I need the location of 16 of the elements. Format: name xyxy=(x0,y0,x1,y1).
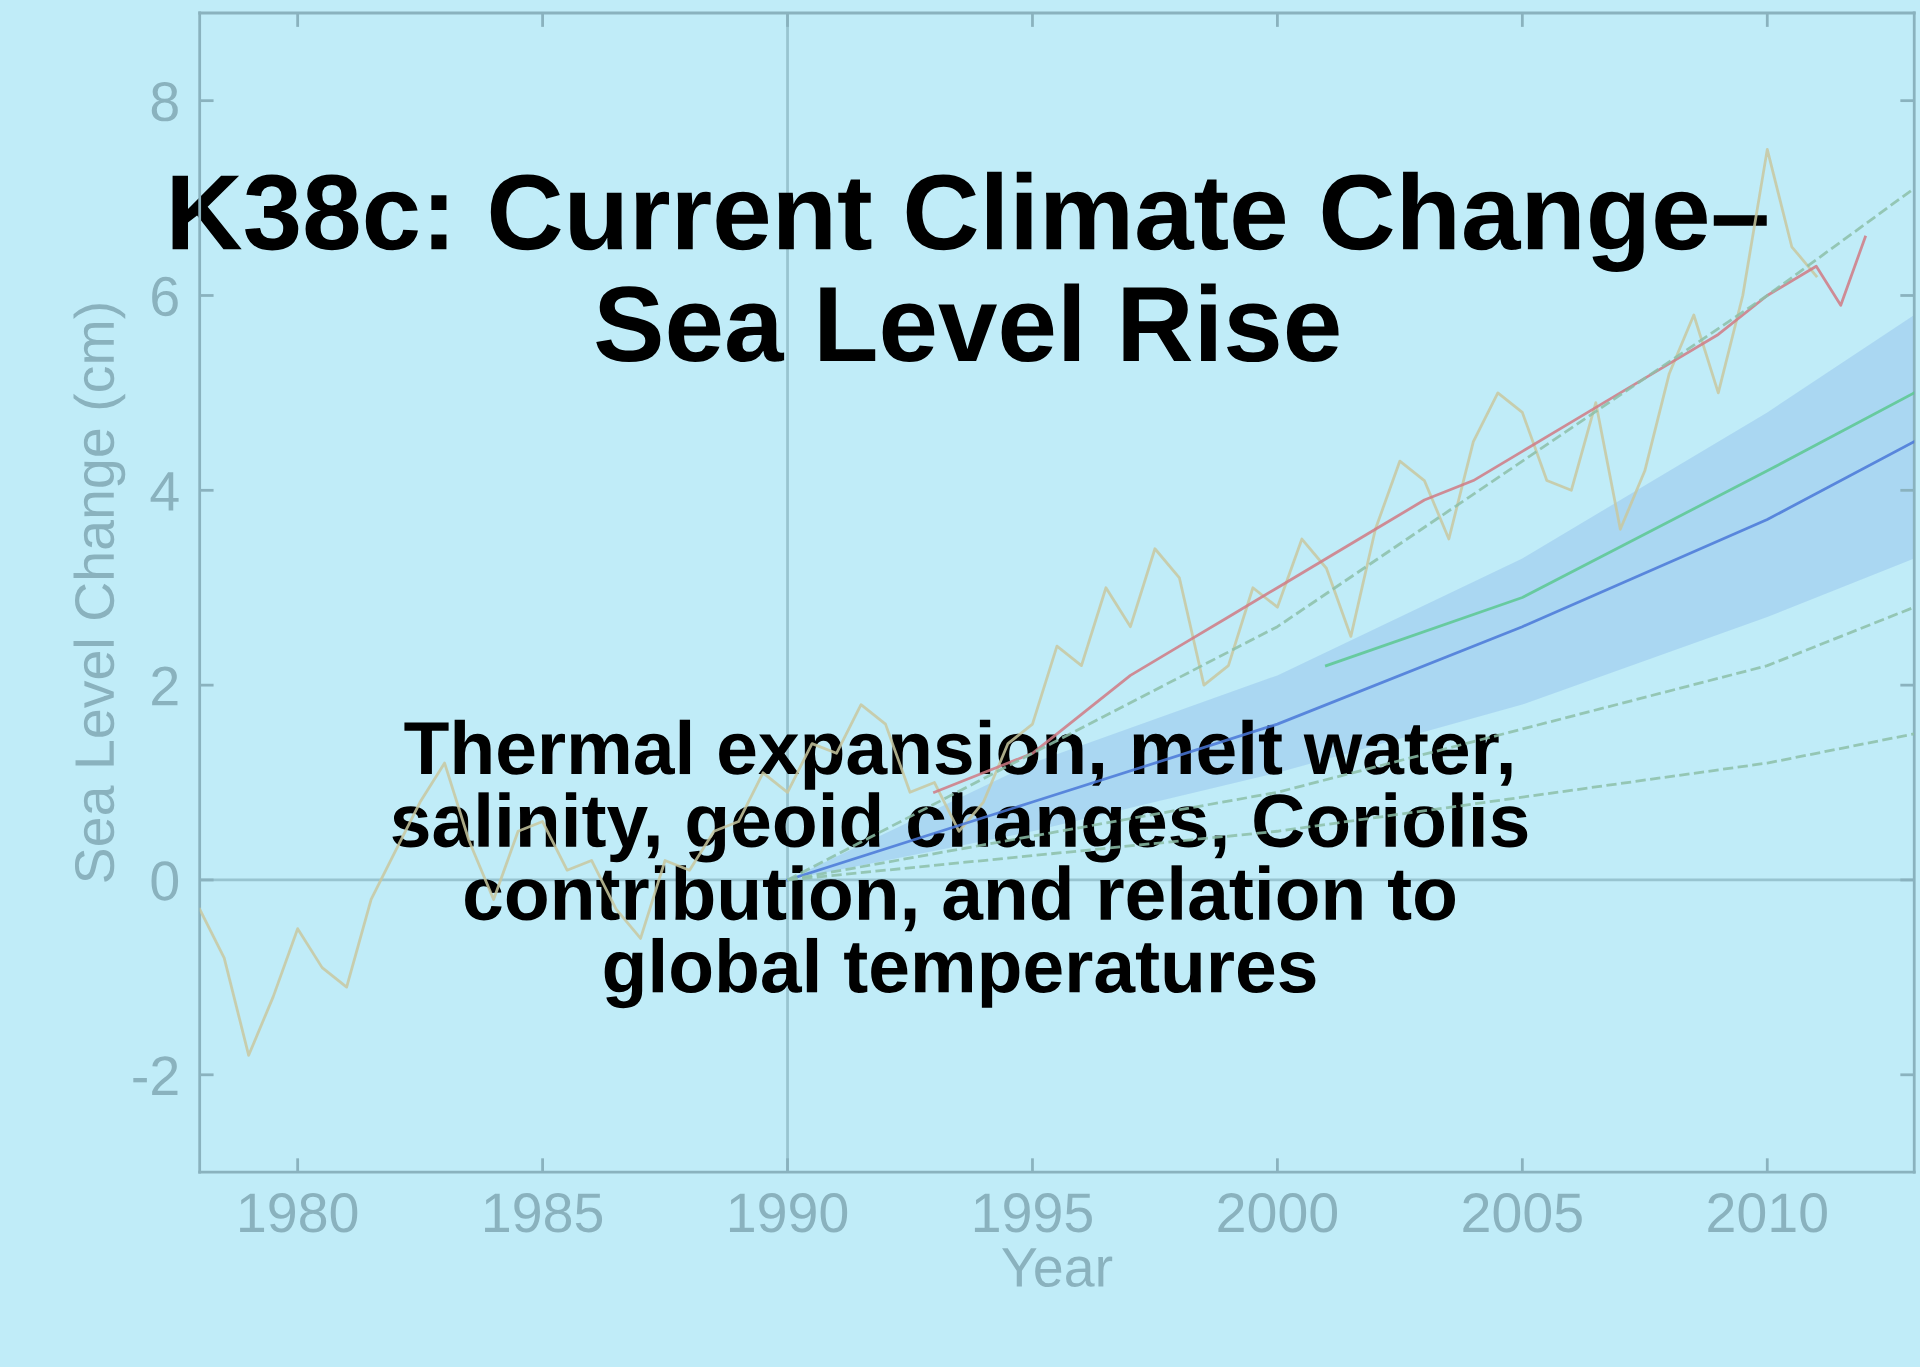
x-tick-label: 2005 xyxy=(1463,1193,1582,1233)
y-tick-label: 0 xyxy=(151,861,179,901)
x-tick-label: 2000 xyxy=(1218,1193,1338,1233)
y-axis-title: Sea Level Change (cm) xyxy=(73,304,126,882)
y-tick-label: 2 xyxy=(152,666,178,706)
x-tick-label: 1985 xyxy=(485,1193,603,1233)
y-tick-label: 8 xyxy=(151,82,178,122)
annotation: Thermal expansion, melt water, salinity, geoid changes, Coriolis contribution, and relation to global temperatures xyxy=(392,719,1528,1009)
y-tick-label: -2 xyxy=(133,1056,178,1095)
x-axis-title: Year xyxy=(1002,1248,1113,1288)
line-series xyxy=(1325,391,1915,668)
x-tick-label: 1995 xyxy=(974,1193,1092,1233)
x-tick-label: 2010 xyxy=(1708,1193,1827,1233)
x-tick-label: 1990 xyxy=(729,1193,848,1233)
y-tick-label: 4 xyxy=(150,472,179,511)
x-tick-label: 1980 xyxy=(240,1193,358,1233)
